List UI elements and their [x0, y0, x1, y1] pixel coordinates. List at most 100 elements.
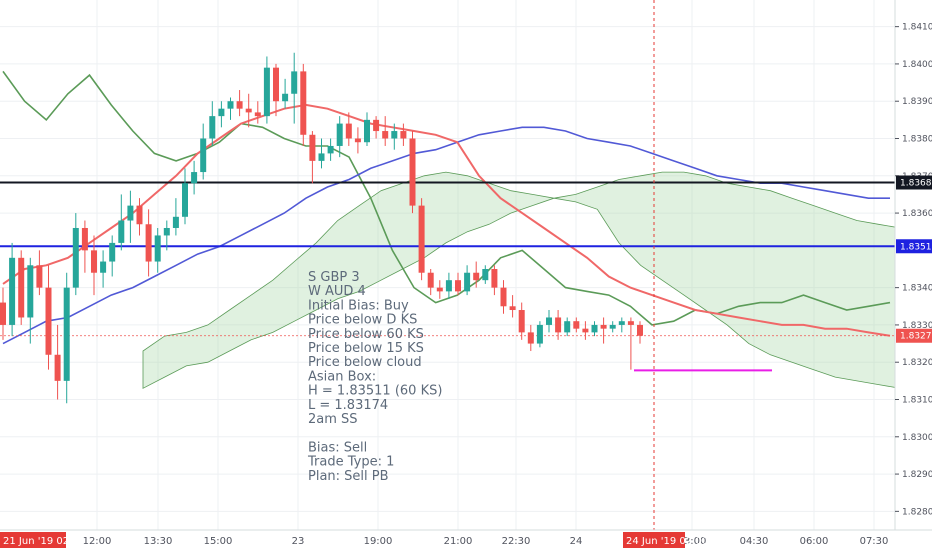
candle-body	[182, 183, 188, 217]
time-highlight-label: 21 Jun '19 02:00	[3, 536, 85, 547]
cloud-area	[142, 171, 932, 393]
candle-body	[546, 317, 552, 325]
candle-body	[427, 272, 434, 288]
candle-body	[91, 250, 97, 273]
time-tick-label: 03:00	[678, 536, 707, 547]
candle-body	[300, 71, 307, 135]
annotation-line: Trade Type: 1	[307, 455, 394, 470]
candle-body	[309, 134, 316, 161]
price-tick-label: 1.83900	[902, 97, 932, 107]
candle-body	[0, 302, 6, 325]
annotation-line: H = 1.83511 (60 KS)	[308, 384, 442, 399]
candle-body	[209, 116, 216, 139]
candle-body	[18, 257, 25, 318]
candle-body	[327, 145, 334, 154]
annotation-line: Bias: Sell	[308, 440, 367, 455]
candle-body	[591, 324, 598, 333]
time-tick-label: 19:00	[364, 536, 393, 547]
candle-body	[273, 67, 279, 102]
price-tick-label: 1.83100	[902, 396, 932, 406]
ichimoku-cloud	[142, 171, 932, 393]
candle-body	[391, 131, 398, 139]
price-tick-label: 1.83200	[902, 358, 932, 368]
candle-body	[127, 205, 134, 221]
candle-body	[555, 317, 562, 333]
candle-body	[455, 280, 461, 292]
time-tick-label: 23	[292, 536, 305, 547]
candle-body	[409, 138, 416, 206]
candle-body	[364, 119, 370, 143]
candle-body	[163, 227, 170, 236]
candle-body	[81, 227, 88, 251]
candle-body	[354, 138, 361, 143]
overlay-marks	[634, 0, 772, 530]
price-tag-bg	[896, 239, 932, 254]
candle-body	[291, 71, 298, 94]
candle-body	[172, 216, 179, 228]
candle-body	[54, 354, 61, 381]
candle-body	[527, 332, 534, 344]
candle-body	[191, 172, 198, 184]
candle-body	[518, 310, 525, 333]
annotation-line: Price below D KS	[308, 313, 417, 328]
indicator-series-line	[2, 70, 891, 326]
candle-body	[227, 101, 234, 109]
candle-body	[236, 101, 243, 109]
time-tick-label: 04:30	[740, 536, 769, 547]
price-tick-label: 1.82900	[902, 470, 932, 480]
candle-body	[473, 272, 480, 281]
candle-body	[145, 224, 152, 262]
price-tick-label: 1.82800	[902, 507, 932, 517]
annotation-line: Price below cloud	[308, 355, 422, 370]
candle-body	[154, 235, 161, 262]
price-tick-label: 1.83000	[902, 433, 932, 443]
candle-body	[509, 306, 516, 311]
candle-body	[245, 108, 252, 113]
candle-body	[63, 287, 70, 381]
candle-body	[336, 123, 343, 146]
price-tick-label: 1.84000	[902, 60, 932, 70]
time-highlight-bg	[0, 532, 66, 548]
candle-body	[254, 112, 261, 117]
price-tick-label: 1.83300	[902, 321, 932, 331]
candle-body	[109, 242, 116, 262]
time-tick-label: 15:00	[204, 536, 233, 547]
annotation-line: Plan: Sell PB	[308, 469, 389, 484]
time-tick-label: 24	[570, 536, 583, 547]
price-axis[interactable]: 1.841001.840001.839001.838001.837001.836…	[894, 0, 932, 550]
candle-body	[72, 227, 79, 288]
indicator-lines	[2, 70, 891, 345]
annotation-line: Price below 60 KS	[308, 327, 424, 342]
candle-body	[464, 272, 471, 292]
candle-body	[618, 321, 625, 325]
candle-body	[218, 108, 225, 117]
candle-body	[27, 265, 34, 318]
candle-body	[637, 324, 643, 336]
candle-body	[136, 205, 143, 225]
time-tick-label: 13:30	[144, 536, 173, 547]
annotation-line: 2am SS	[308, 412, 358, 427]
indicator-series-line	[2, 103, 891, 337]
time-highlight-label: 24 Jun '19 02:00	[626, 536, 708, 547]
candle-body	[482, 269, 489, 281]
candle-body	[445, 280, 452, 292]
candle-body	[491, 269, 498, 288]
candle-body	[500, 287, 507, 307]
candle-body	[373, 119, 380, 132]
candles	[0, 52, 643, 404]
candle-body	[536, 324, 543, 344]
time-axis[interactable]: 12:00 13:30 15:00 23 19:00 21:00 22:30 24 03:00 0…	[0, 529, 932, 550]
candle-body	[118, 220, 125, 243]
candle-body	[45, 287, 52, 355]
time-tick-label: 12:00	[83, 536, 112, 547]
candle-body	[582, 328, 589, 333]
candle-body	[263, 67, 270, 117]
candle-body	[400, 131, 407, 139]
candle-body	[36, 265, 43, 288]
price-tag-bg	[896, 328, 932, 343]
time-tick-label: 06:00	[800, 536, 829, 547]
price-axis-bg	[895, 0, 932, 550]
